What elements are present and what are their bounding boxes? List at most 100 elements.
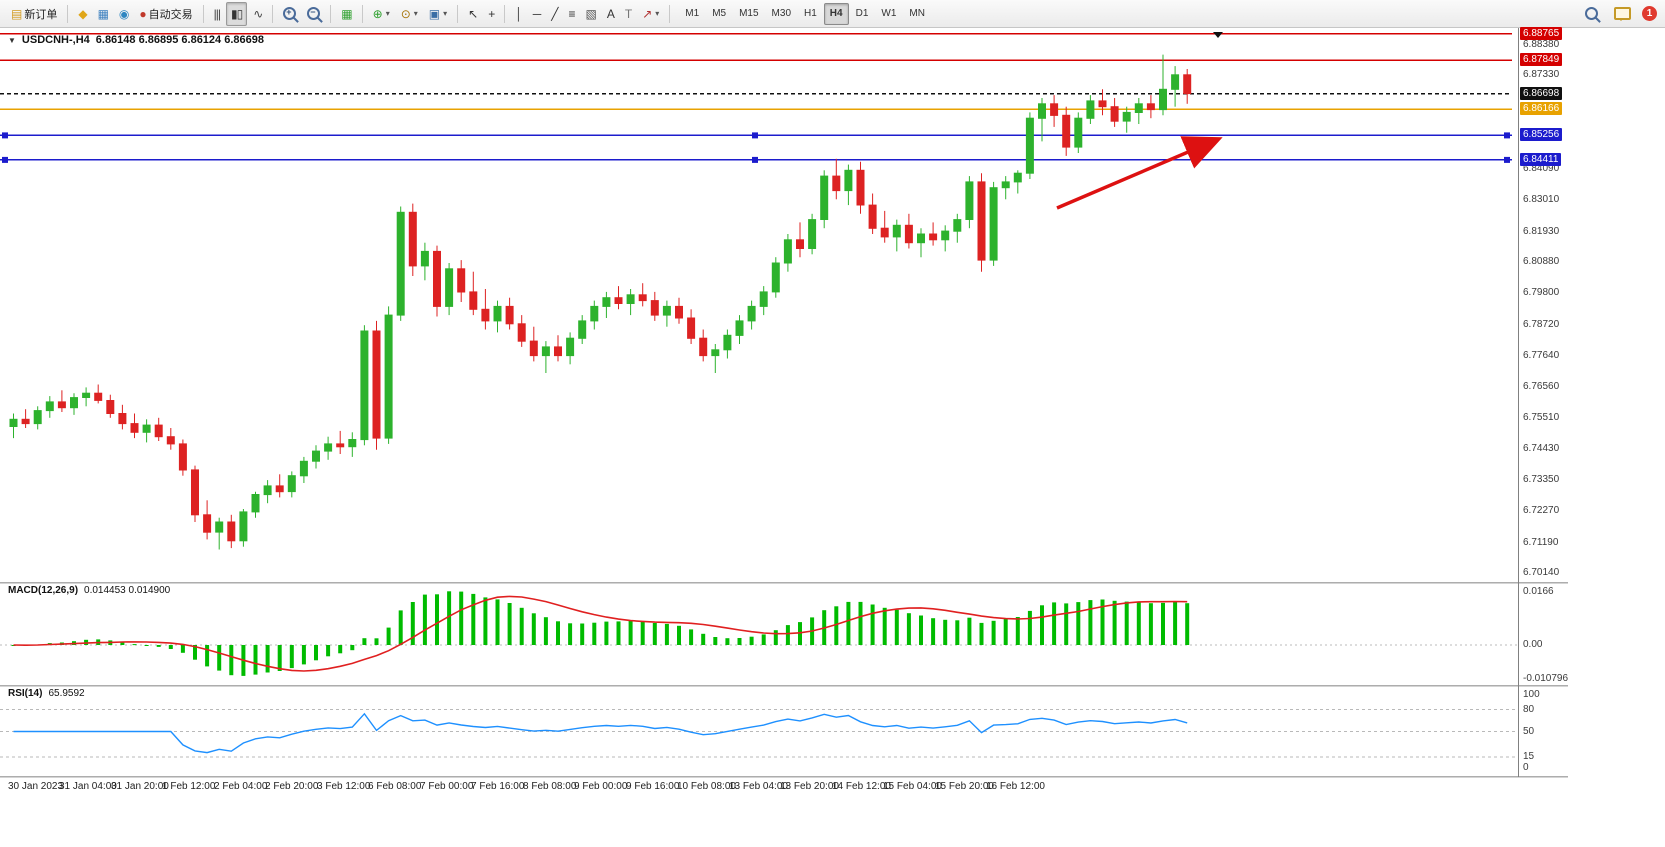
auto-trading-label: 自动交易 xyxy=(148,8,193,21)
rsi-tick: 0 xyxy=(1523,762,1529,773)
chevron-down-icon: ▾ xyxy=(413,9,418,18)
templates-button[interactable]: ▣ ▾ xyxy=(424,2,452,26)
price-tick: 6.72270 xyxy=(1523,505,1560,516)
time-tick: 8 Feb 08:00 xyxy=(523,781,577,792)
time-tick: 14 Feb 12:00 xyxy=(832,781,891,792)
label-tool-button[interactable]: T xyxy=(620,2,636,26)
toolbar-separator xyxy=(330,4,332,23)
time-tick: 6 Feb 08:00 xyxy=(368,781,422,792)
notification-badge[interactable]: 1 xyxy=(1642,6,1657,21)
time-tick: 2 Feb 20:00 xyxy=(265,781,319,792)
candles-mode-button[interactable]: ▮▯ xyxy=(226,1,248,26)
time-tick: 13 Feb 04:00 xyxy=(729,781,788,792)
macd-label: MACD(12,26,9) 0.014453 0.014900 xyxy=(8,585,170,596)
price-tick: 6.79800 xyxy=(1523,287,1560,298)
trendline-tool-button[interactable]: ╱ xyxy=(546,2,562,26)
arrows-tool-button[interactable]: ↗ ▾ xyxy=(637,2,664,26)
toolbar-separator xyxy=(457,4,459,23)
timeframe-h4-button[interactable]: H4 xyxy=(823,2,849,25)
price-axis-border xyxy=(1518,28,1519,777)
zoom-out-button[interactable]: − xyxy=(302,2,325,26)
price-tick: 6.73350 xyxy=(1523,474,1560,485)
new-order-button[interactable]: ▤ 新订单 xyxy=(6,2,62,26)
chevron-down-icon: ▾ xyxy=(443,9,448,18)
search-icon xyxy=(1585,7,1598,20)
panel-separator[interactable] xyxy=(0,582,1568,584)
new-order-icon: ▤ xyxy=(11,6,22,21)
time-tick: 15 Feb 04:00 xyxy=(883,781,942,792)
text-tool-button[interactable]: A xyxy=(602,2,619,26)
cursor-tool-button[interactable]: ↖ xyxy=(463,2,482,26)
price-tick: 6.75510 xyxy=(1523,412,1560,423)
timeframe-d1-button[interactable]: D1 xyxy=(855,8,869,19)
price-chart-canvas[interactable] xyxy=(0,28,1518,780)
chart-area[interactable]: ▼ USDCNH-,H4 6.86148 6.86895 6.86124 6.8… xyxy=(0,27,1665,847)
fibonacci-tool-button[interactable]: ≡ xyxy=(563,2,579,26)
rsi-tick: 15 xyxy=(1523,751,1535,762)
zoom-in-button[interactable]: + xyxy=(278,2,301,26)
panel-separator[interactable] xyxy=(0,776,1568,778)
price-tick: 6.70140 xyxy=(1523,567,1560,578)
time-tick: 16 Feb 12:00 xyxy=(986,781,1045,792)
price-axis[interactable]: 6.88380 6.87330 6.84090 6.83010 6.81930 6.808… xyxy=(1519,27,1665,847)
horizontal-line-tool-button[interactable]: ─ xyxy=(528,2,546,26)
tile-windows-button[interactable]: ▦ xyxy=(336,2,356,26)
price-tick: 6.88380 xyxy=(1523,39,1560,50)
price-tick: 6.74430 xyxy=(1523,443,1560,454)
auto-trading-button[interactable]: ● 自动交易 xyxy=(134,2,197,26)
trendline-icon: ╱ xyxy=(551,6,558,21)
time-tick: 10 Feb 08:00 xyxy=(677,781,736,792)
zoom-in-icon: + xyxy=(283,7,297,20)
price-tick: 6.78720 xyxy=(1523,319,1560,330)
chat-icon xyxy=(1614,7,1631,21)
bars-icon: ||| xyxy=(213,6,221,21)
price-tick: 6.84090 xyxy=(1523,163,1560,174)
alerts-icon: ◉ xyxy=(118,6,130,21)
panel-separator[interactable] xyxy=(0,685,1568,687)
time-tick: 9 Feb 00:00 xyxy=(574,781,628,792)
time-tick: 9 Feb 16:00 xyxy=(626,781,680,792)
clock-icon: ⊙ xyxy=(400,6,411,21)
price-level-badge: 6.86698 xyxy=(1520,87,1563,100)
template-icon: ▣ xyxy=(428,6,440,21)
toolbar-separator xyxy=(202,4,204,23)
price-tick: 6.71190 xyxy=(1523,537,1559,548)
macd-tick: 0.00 xyxy=(1523,639,1543,650)
symbol-timeframe-label: USDCNH-,H4 xyxy=(21,34,90,46)
rsi-tick: 100 xyxy=(1523,689,1540,700)
cycles-tool-button[interactable]: ▧ xyxy=(581,2,601,26)
timeframe-m30-button[interactable]: M30 xyxy=(771,8,791,19)
crosshair-tool-button[interactable]: + xyxy=(483,2,499,26)
indicators-icon: ⊕ xyxy=(372,6,383,21)
ohlc-values: 6.86148 6.86895 6.86124 6.86698 xyxy=(95,34,264,46)
time-tick: 15 Feb 20:00 xyxy=(935,781,994,792)
line-mode-button[interactable]: ∿ xyxy=(248,2,267,26)
bars-mode-button[interactable]: ||| xyxy=(209,2,225,26)
price-level-badge: 6.85256 xyxy=(1520,128,1563,141)
timeframe-m5-button[interactable]: M5 xyxy=(712,8,727,19)
profiles-button[interactable]: ▦ xyxy=(93,2,113,26)
vertical-line-tool-button[interactable]: │ xyxy=(510,2,527,26)
symbol-collapse-icon[interactable]: ▼ xyxy=(8,35,16,45)
timeframe-mn-button[interactable]: MN xyxy=(909,8,925,19)
periods-button[interactable]: ⊙ ▾ xyxy=(396,2,423,26)
time-tick: 2 Feb 04:00 xyxy=(214,781,268,792)
time-tick: 1 Feb 12:00 xyxy=(162,781,216,792)
toolbar-separator xyxy=(67,4,69,23)
profiles-icon: ▦ xyxy=(97,6,109,21)
indicators-button[interactable]: ⊕ ▾ xyxy=(368,2,395,26)
rsi-label: RSI(14) 65.9592 xyxy=(8,688,85,699)
time-tick: 7 Feb 00:00 xyxy=(420,781,474,792)
chat-button[interactable] xyxy=(1609,2,1636,26)
charts-history-button[interactable]: ◆ xyxy=(73,2,91,26)
price-tick: 6.80880 xyxy=(1523,256,1560,267)
alerts-button[interactable]: ◉ xyxy=(114,2,133,26)
timeframe-w1-button[interactable]: W1 xyxy=(881,8,897,19)
macd-tick: 0.0166 xyxy=(1523,586,1554,597)
search-button[interactable] xyxy=(1580,2,1603,26)
chevron-down-icon: ▾ xyxy=(655,9,660,18)
timeframe-m1-button[interactable]: M1 xyxy=(685,8,700,19)
timeframe-m15-button[interactable]: M15 xyxy=(739,8,759,19)
timeframe-h1-button[interactable]: H1 xyxy=(804,8,817,19)
time-tick: 31 Jan 04:00 xyxy=(59,781,117,792)
